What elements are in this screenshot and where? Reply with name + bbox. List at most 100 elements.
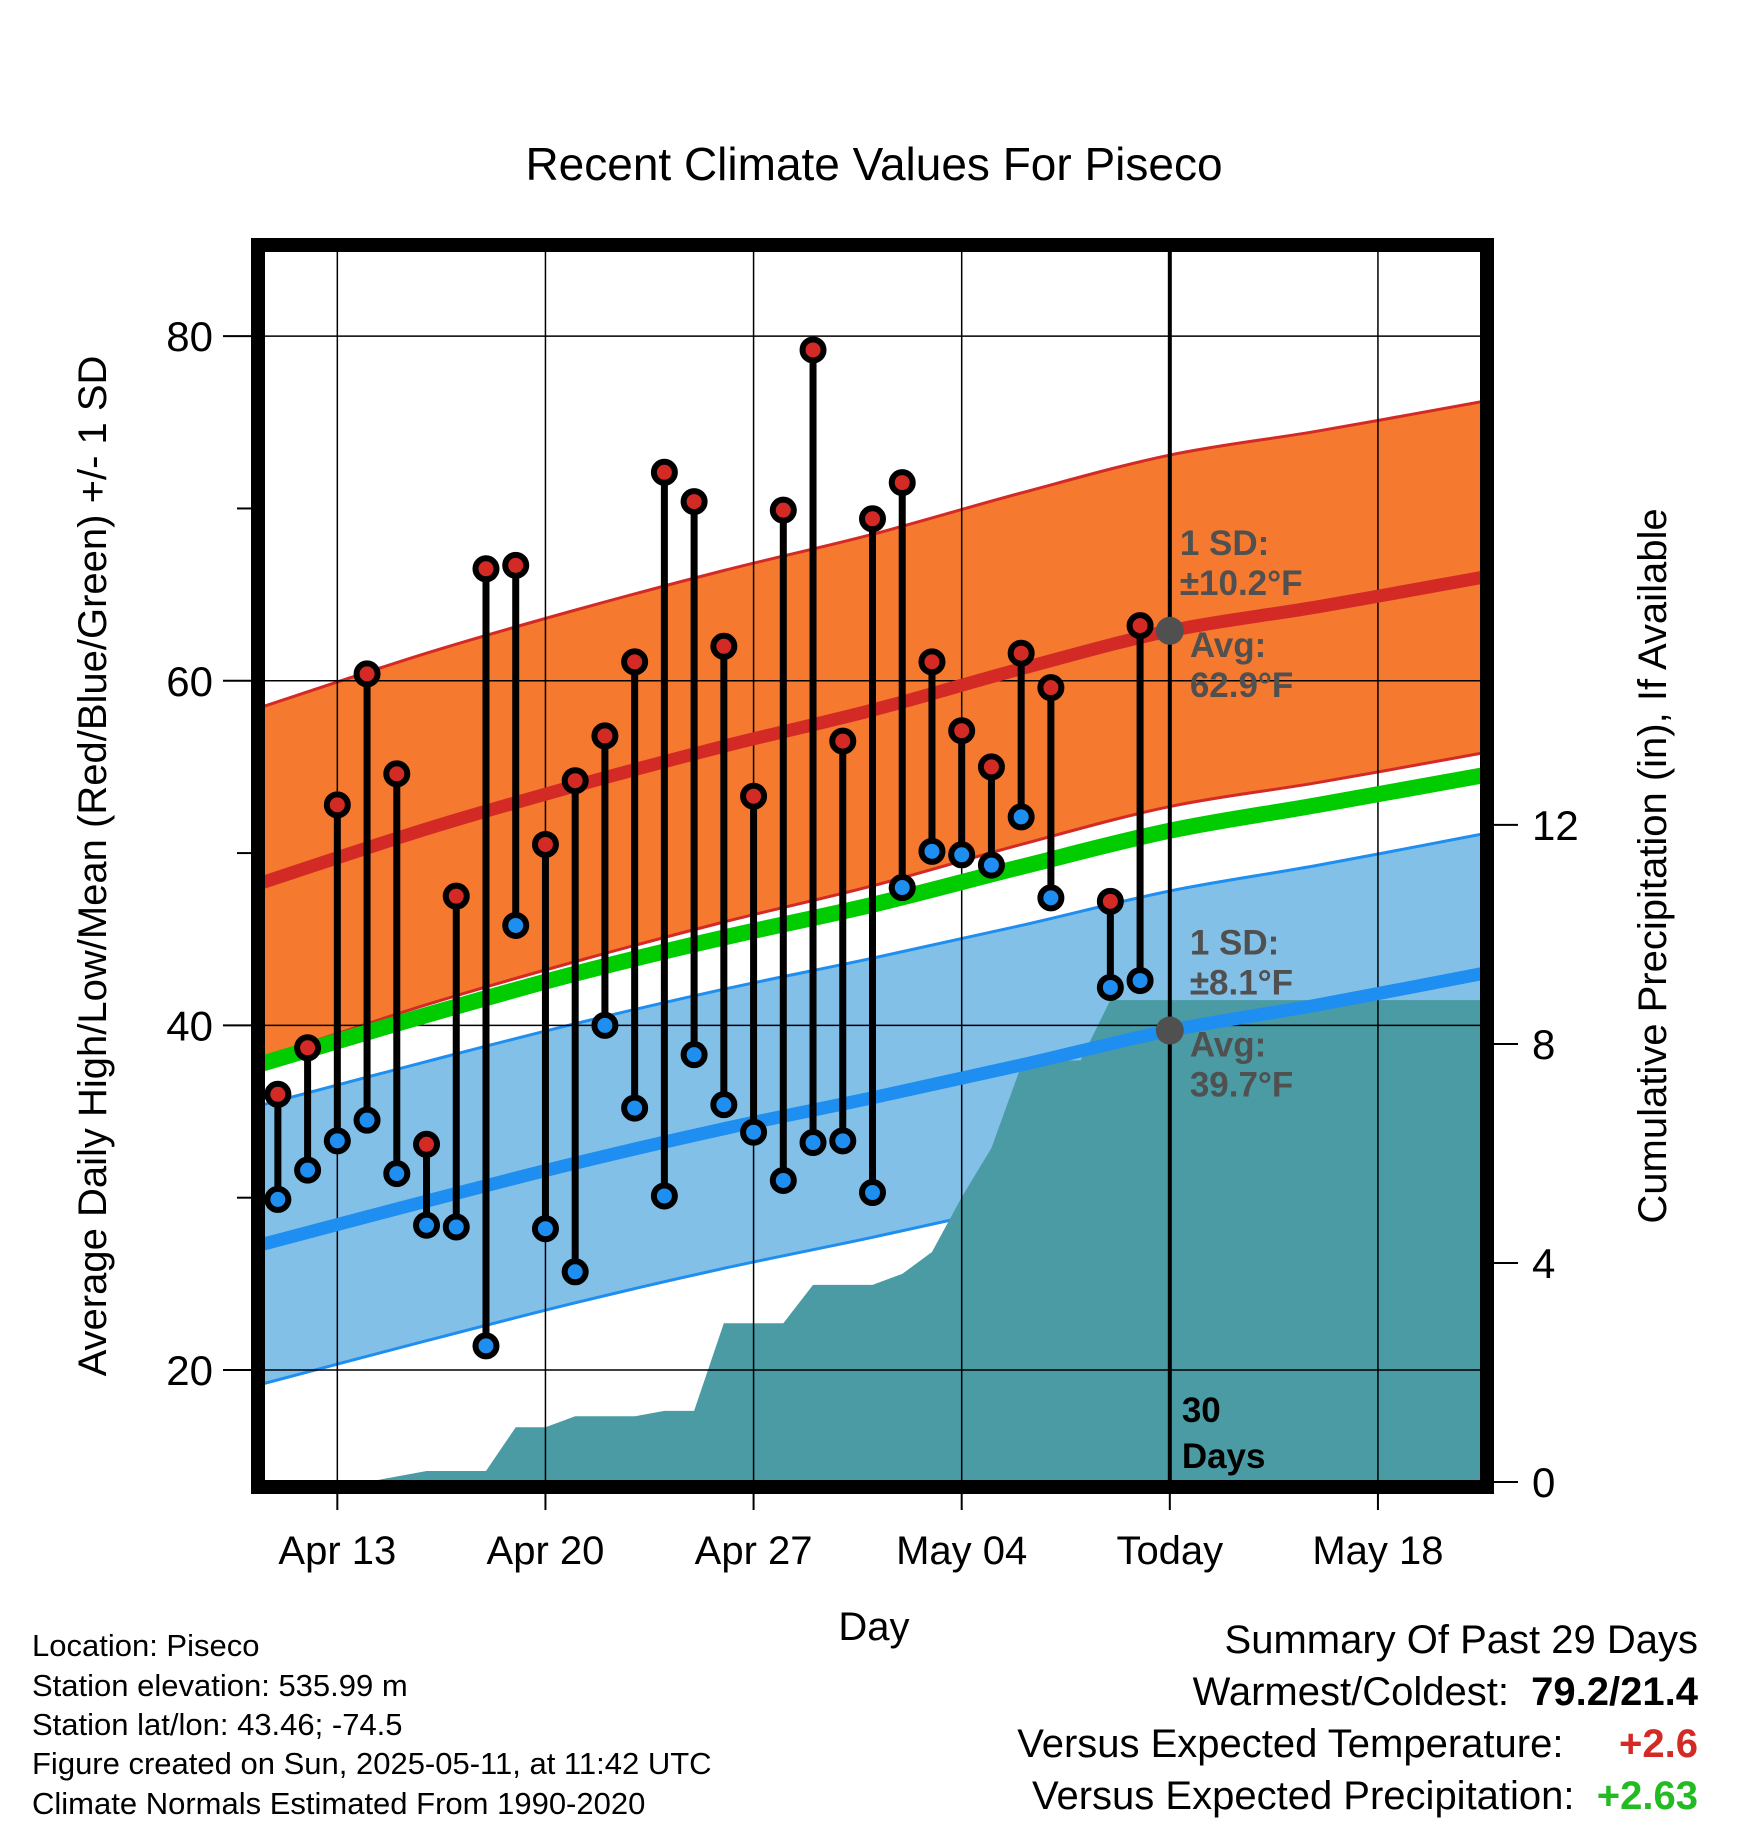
y2-tick-label: 12 [1532,802,1579,849]
y-tick-label: 80 [166,313,213,360]
daily-high-point [799,336,827,364]
daily-high-point [859,505,886,533]
daily-high-point [710,632,738,660]
y2-tick-label: 4 [1532,1240,1555,1287]
daily-high-point [621,648,649,676]
daily-high-point [442,882,470,910]
location-info: Location: Piseco [32,1628,260,1663]
x-tick-label: May 18 [1312,1529,1443,1573]
daily-high-point [502,551,530,579]
warm-cold-label: Warmest/Coldest: [1192,1670,1509,1714]
daily-high-point [591,722,619,750]
daily-high-point [1096,887,1124,915]
today-normal-low-marker [1155,1016,1184,1045]
today-days-label: Days [1182,1437,1266,1476]
daily-low-point [1096,973,1124,1001]
latlon-info: Station lat/lon: 43.46; -74.5 [32,1707,403,1742]
daily-high-point [383,760,411,788]
daily-high-point [1126,612,1154,640]
daily-low-point [621,1094,649,1122]
y-axis-label: Average Daily High/Low/Mean (Red/Blue/Gr… [71,356,115,1377]
daily-low-point [650,1182,678,1210]
daily-low-point [1007,803,1035,831]
high-avg-value: 62.9°F [1190,666,1294,705]
daily-high-point [769,496,797,524]
high-sd-label: 1 SD: [1180,524,1269,563]
daily-low-point [799,1129,827,1157]
daily-high-point [323,791,351,819]
daily-low-point [1126,967,1154,995]
y-tick-label: 40 [166,1002,213,1049]
daily-low-point [561,1258,589,1286]
daily-high-point [650,458,678,486]
chart-title: Recent Climate Values For Piseco [525,138,1222,190]
summary-title: Summary Of Past 29 Days [1224,1618,1698,1662]
x-tick-label: Apr 27 [695,1529,813,1573]
daily-low-point [502,911,530,939]
low-sd-value: ±8.1°F [1190,964,1293,1003]
y2-axis-label: Cumulative Precipitation (in), If Availa… [1631,508,1675,1223]
x-tick-label: May 04 [896,1529,1027,1573]
summary-precip: Versus Expected Precipitation: +2.63 [1032,1774,1698,1819]
high-avg-label: Avg: [1190,626,1266,665]
daily-low-point [264,1185,292,1213]
warm-cold-value: 79.2/21.4 [1531,1670,1698,1714]
daily-high-point [740,782,768,810]
daily-low-point [977,851,1005,879]
daily-low-point [888,874,916,902]
precip-area [277,1000,1482,1482]
precip-value: +2.63 [1596,1774,1698,1818]
daily-low-point [829,1127,857,1155]
daily-low-point [531,1215,559,1243]
y2-tick-label: 8 [1532,1021,1555,1068]
daily-low-point [948,841,976,869]
elevation-info: Station elevation: 535.99 m [32,1668,408,1703]
today-days-number: 30 [1182,1391,1221,1430]
x-tick-label: Apr 20 [487,1529,605,1573]
plot-overlay: Apr 13 Apr 20 Apr 27 May 04 Today May 18 20 40 6… [71,238,1675,1649]
daily-low-point [1037,884,1065,912]
created-info: Figure created on Sun, 2025-05-11, at 11… [32,1746,712,1781]
daily-low-point [413,1211,441,1239]
plot-frame [251,238,1494,1494]
low-avg-value: 39.7°F [1190,1066,1294,1105]
low-avg-label: Avg: [1190,1026,1266,1065]
daily-high-point [413,1130,441,1158]
low-sd-label: 1 SD: [1190,924,1279,963]
daily-low-point [710,1091,738,1119]
precip-label: Versus Expected Precipitation: [1032,1774,1575,1818]
daily-high-point [561,767,589,795]
daily-high-point [1037,674,1065,702]
x-axis-label: Day [838,1605,909,1649]
daily-high-point [977,753,1005,781]
high-sd-value: ±10.2°F [1180,564,1303,603]
daily-high-point [680,488,708,516]
daily-high-point [353,660,381,688]
x-tick-label: Apr 13 [278,1529,396,1573]
temp-value: +2.6 [1619,1722,1698,1766]
daily-low-point [442,1213,470,1241]
daily-low-point [769,1166,797,1194]
daily-high-point [829,727,857,755]
y-tick-label: 60 [166,658,213,705]
daily-high-point [294,1034,322,1062]
daily-high-point [531,830,559,858]
daily-high-point [918,648,946,676]
daily-low-point [680,1041,708,1069]
daily-high-point [888,469,916,497]
daily-low-point [859,1179,886,1207]
daily-high-point [1007,639,1035,667]
normals-info: Climate Normals Estimated From 1990-2020 [32,1786,646,1821]
daily-low-point [353,1106,381,1134]
daily-low-point [918,837,946,865]
daily-low-point [591,1011,619,1039]
x-tick-label: Today [1116,1529,1223,1573]
y-tick-label: 20 [166,1347,213,1394]
summary-temp: Versus Expected Temperature: +2.6 [1017,1722,1698,1767]
daily-high-point [948,717,976,745]
summary-warm-cold: Warmest/Coldest: 79.2/21.4 [1193,1670,1698,1715]
daily-low-point [383,1160,411,1188]
daily-low-point [740,1118,768,1146]
